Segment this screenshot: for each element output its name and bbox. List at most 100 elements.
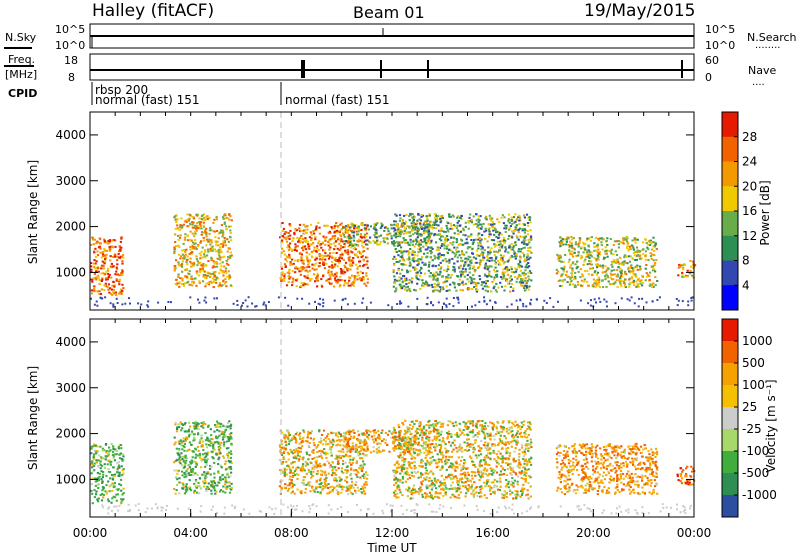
echo-cell [452,269,455,272]
echo-cell [473,286,476,288]
ground-cell [121,303,124,306]
echo-cell [204,465,207,468]
echo-cell [325,279,328,282]
echo-cell [122,287,125,290]
ground-cell [284,296,287,299]
echo-cell [182,455,185,458]
echo-cell [355,253,358,256]
echo-cell [195,427,198,430]
echo-cell [205,476,208,479]
echo-cell [304,440,307,442]
echo-cell [475,282,478,285]
echo-cell [578,242,581,245]
echo-cell [446,244,450,247]
echo-cell [120,292,123,295]
echo-cell [439,271,442,274]
echo-cell [457,220,460,222]
ground-cell [189,296,192,299]
echo-cell [649,239,652,242]
ground-cell [322,301,325,304]
echo-cell [495,273,499,276]
echo-cell [92,243,95,246]
echo-cell [296,452,299,455]
echo-cell [191,232,194,235]
echo-cell [108,240,111,243]
echo-cell [406,285,409,288]
echo-cell [345,282,349,285]
echo-cell [113,255,117,258]
echo-cell [188,474,191,476]
echo-cell [440,219,443,222]
echo-cell [318,483,321,486]
echo-cell [283,276,286,279]
echo-cell [229,256,232,259]
echo-cell [345,240,348,243]
echo-cell [431,265,434,268]
echo-cell [188,466,191,469]
echo-cell [580,254,583,257]
echo-cell [492,269,496,271]
echo-cell [197,245,200,248]
echo-cell [433,233,436,235]
echo-cell [217,244,220,247]
echo-cell [102,487,105,490]
echo-cell [563,265,566,268]
echo-cell [216,240,219,243]
echo-cell [352,282,356,285]
echo-cell [561,280,565,283]
echo-cell [586,280,589,283]
echo-cell [567,260,570,263]
echo-cell [575,254,578,257]
echo-cell [594,236,598,239]
echo-cell [304,487,307,490]
echo-cell [213,248,216,251]
echo-cell [175,245,178,247]
echo-cell [353,435,356,438]
echo-cell [316,245,319,248]
echo-cell [102,496,105,499]
echo-cell [115,450,118,452]
echo-cell [490,265,493,268]
echo-cell [101,277,104,280]
echo-cell [90,489,93,492]
echo-cell [297,466,300,469]
echo-cell [357,227,360,230]
echo-cell [329,278,332,281]
echo-cell [229,460,232,463]
echo-cell [495,235,498,238]
echo-cell [112,239,115,241]
echo-cell [204,285,207,288]
echo-cell [230,442,233,445]
echo-cell [91,477,94,480]
echo-cell [399,255,402,258]
echo-cell [284,471,287,474]
echo-cell [93,458,96,461]
echo-cell [215,454,219,456]
nsky-tick-bottom: 10^0 [55,39,85,52]
echo-cell [360,491,363,494]
echo-cell [402,263,405,266]
ground-cell [128,297,130,300]
echo-cell [205,459,208,462]
echo-cell [115,270,118,273]
echo-cell [318,430,321,433]
echo-cell [349,239,352,242]
echo-cell [177,261,180,264]
echo-cell [437,247,440,250]
echo-cell [479,239,482,242]
echo-cell [316,470,319,472]
echo-cell [402,237,405,240]
echo-cell [219,444,222,447]
echo-cell [307,243,310,246]
ground-cell [213,297,216,300]
echo-cell [173,248,176,251]
echo-cell [305,269,308,272]
echo-cell [411,243,414,246]
echo-cell [583,270,587,273]
echo-cell [179,439,182,442]
ground-cell [690,297,693,299]
echo-cell [638,250,641,253]
echo-cell [215,281,218,284]
echo-cell [366,260,369,263]
echo-cell [513,271,516,274]
